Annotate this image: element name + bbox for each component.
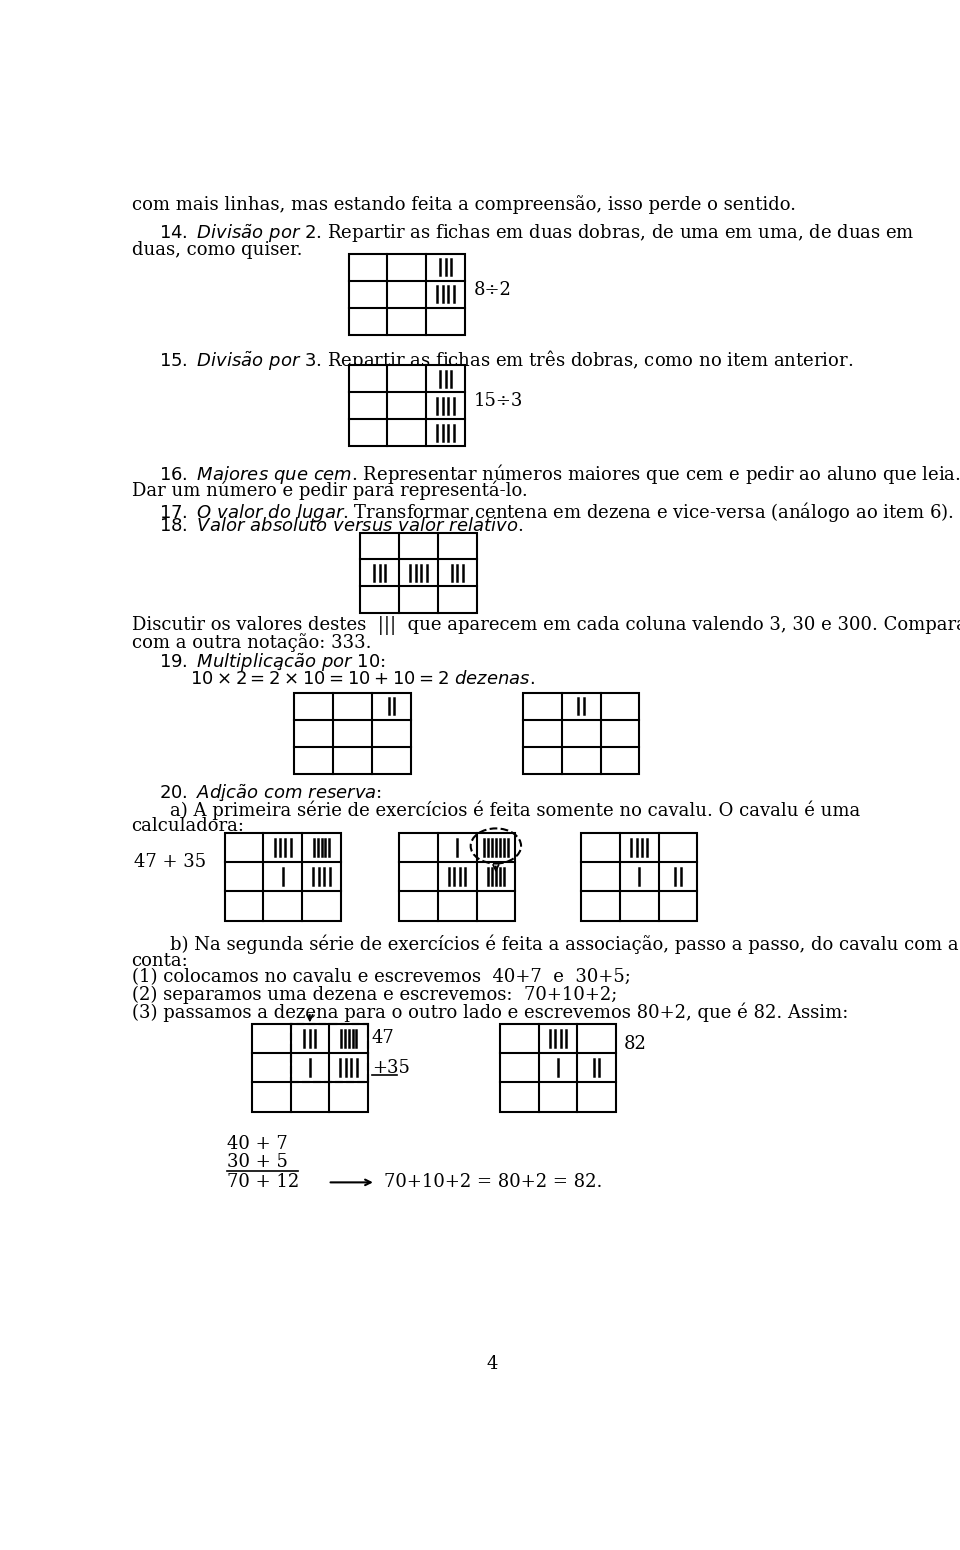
Text: $10\times2 = 2\times10 = 10+10 = 2\ dezenas.$: $10\times2 = 2\times10 = 10+10 = 2\ deze… — [190, 670, 535, 688]
Text: com mais linhas, mas estando feita a compreensão, isso perde o sentido.: com mais linhas, mas estando feita a com… — [132, 195, 796, 214]
Text: (2) separamos uma dezena e escrevemos:  70+10+2;: (2) separamos uma dezena e escrevemos: 7… — [132, 986, 617, 1003]
Text: (3) passamos a dezena para o outro lado e escrevemos 80+2, que é 82. Assim:: (3) passamos a dezena para o outro lado … — [132, 1003, 848, 1021]
Text: Dar um número e pedir para representá-lo.: Dar um número e pedir para representá-lo… — [132, 480, 527, 499]
Bar — [348, 254, 465, 335]
Text: calculadora:: calculadora: — [132, 817, 245, 835]
Text: duas, como quiser.: duas, como quiser. — [132, 242, 302, 259]
Text: b) Na segunda série de exercícios é feita a associação, passo a passo, do cavalu: b) Na segunda série de exercícios é feit… — [170, 935, 959, 953]
Text: conta:: conta: — [132, 952, 188, 970]
Text: $\mathit{14.\ Divis\~{a}o\ por\ 2}$. Repartir as fichas em duas dobras, de uma e: $\mathit{14.\ Divis\~{a}o\ por\ 2}$. Rep… — [158, 223, 914, 245]
Text: 82: 82 — [624, 1035, 647, 1054]
Bar — [348, 366, 465, 446]
Text: 8÷2: 8÷2 — [474, 281, 512, 299]
Bar — [500, 1023, 616, 1111]
Text: 47 + 35: 47 + 35 — [134, 853, 206, 871]
Text: $\mathit{18.\ Valor\ absoluto\ versus\ valor\ relativo}$.: $\mathit{18.\ Valor\ absoluto\ versus\ v… — [158, 518, 523, 535]
Bar — [295, 693, 411, 773]
Text: 4: 4 — [487, 1355, 497, 1373]
Text: com a outra notação: 333.: com a outra notação: 333. — [132, 632, 372, 651]
Bar — [252, 1023, 368, 1111]
Text: 70+10+2 = 80+2 = 82.: 70+10+2 = 80+2 = 82. — [383, 1173, 602, 1192]
Bar — [291, 1023, 368, 1082]
Text: +35: +35 — [372, 1059, 410, 1077]
Text: $\mathit{20.\ Adi\c{c}\~{a}o\ com\ reserva}$:: $\mathit{20.\ Adi\c{c}\~{a}o\ com\ reser… — [158, 783, 382, 803]
Text: $\mathit{17.\ O\ valor\ do\ lugar}$. Transformar centena em dezena e vice-versa : $\mathit{17.\ O\ valor\ do\ lugar}$. Tra… — [158, 501, 953, 524]
Text: $\mathit{19.\ Multiplica\c{c}\~{a}o\ por\ 10}$:: $\mathit{19.\ Multiplica\c{c}\~{a}o\ por… — [158, 653, 386, 674]
Bar — [523, 693, 639, 773]
Text: 30 + 5: 30 + 5 — [227, 1153, 288, 1172]
Bar — [399, 832, 516, 921]
Text: Discutir os valores destes  |||  que aparecem em cada coluna valendo 3, 30 e 300: Discutir os valores destes ||| que apare… — [132, 615, 960, 634]
Text: 47: 47 — [372, 1029, 395, 1048]
Text: 40 + 7: 40 + 7 — [227, 1135, 288, 1153]
Text: a) A primeira série de exercícios é feita somente no cavalu. O cavalu é uma: a) A primeira série de exercícios é feit… — [170, 800, 860, 820]
Text: 70 + 12: 70 + 12 — [227, 1173, 300, 1192]
Text: (1) colocamos no cavalu e escrevemos  40+7  e  30+5;: (1) colocamos no cavalu e escrevemos 40+… — [132, 969, 631, 986]
Text: 15÷3: 15÷3 — [474, 392, 523, 411]
Bar — [360, 533, 476, 614]
Text: $\mathit{16.\ Maiores\ que\ cem}$. Representar números maiores que cem e pedir a: $\mathit{16.\ Maiores\ que\ cem}$. Repre… — [158, 462, 960, 485]
Bar — [225, 832, 341, 921]
Text: $\mathit{15.\ Divis\~{a}o\ por\ 3}$. Repartir as fichas em três dobras, como no : $\mathit{15.\ Divis\~{a}o\ por\ 3}$. Rep… — [158, 347, 853, 372]
Bar — [581, 832, 697, 921]
